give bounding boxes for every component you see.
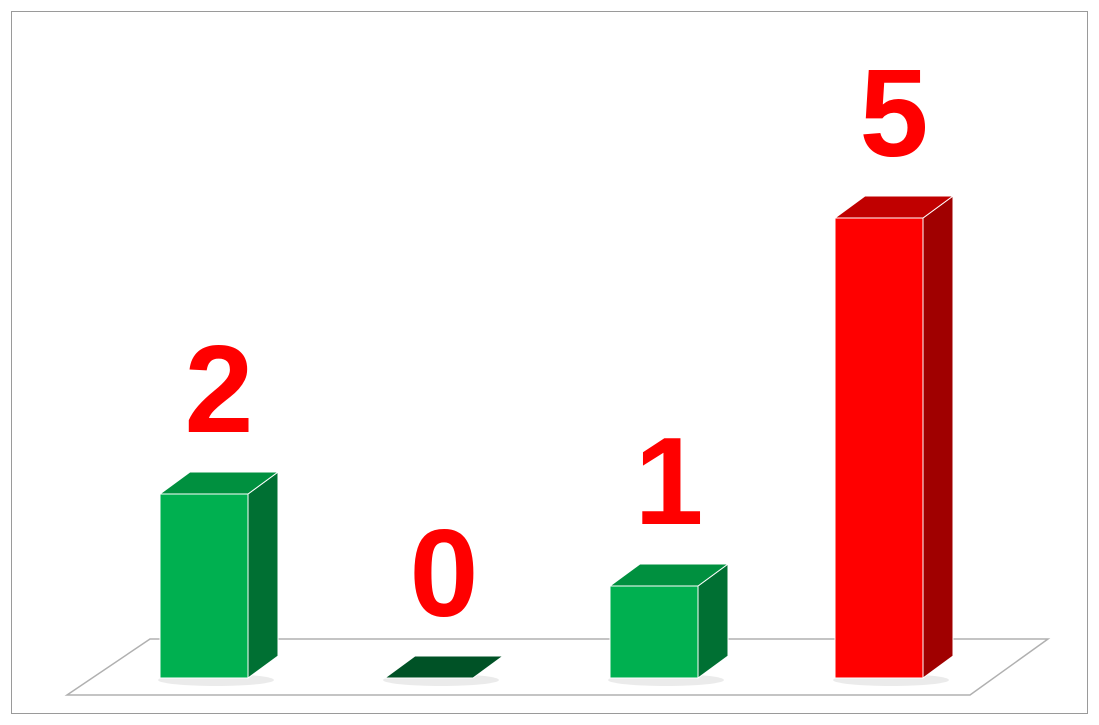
bar-top-face xyxy=(833,195,955,219)
data-label-3: 1 xyxy=(635,413,704,551)
bar-2 xyxy=(383,655,505,686)
bar-front-face xyxy=(834,217,924,679)
bar-top-face xyxy=(383,655,505,679)
bar-side-face xyxy=(247,471,279,679)
bar-top-face xyxy=(158,471,280,495)
data-label-2: 0 xyxy=(410,505,479,643)
bar-3 xyxy=(608,563,730,686)
bar-front-face xyxy=(159,493,249,679)
bar-front-face xyxy=(609,585,699,679)
bar-top-face xyxy=(608,563,730,587)
bar-side-face xyxy=(922,195,954,679)
bar-1 xyxy=(158,471,280,686)
data-label-4: 5 xyxy=(860,45,929,183)
data-label-1: 2 xyxy=(185,321,254,459)
bar-4 xyxy=(833,195,955,686)
chart-floor xyxy=(64,638,1051,696)
